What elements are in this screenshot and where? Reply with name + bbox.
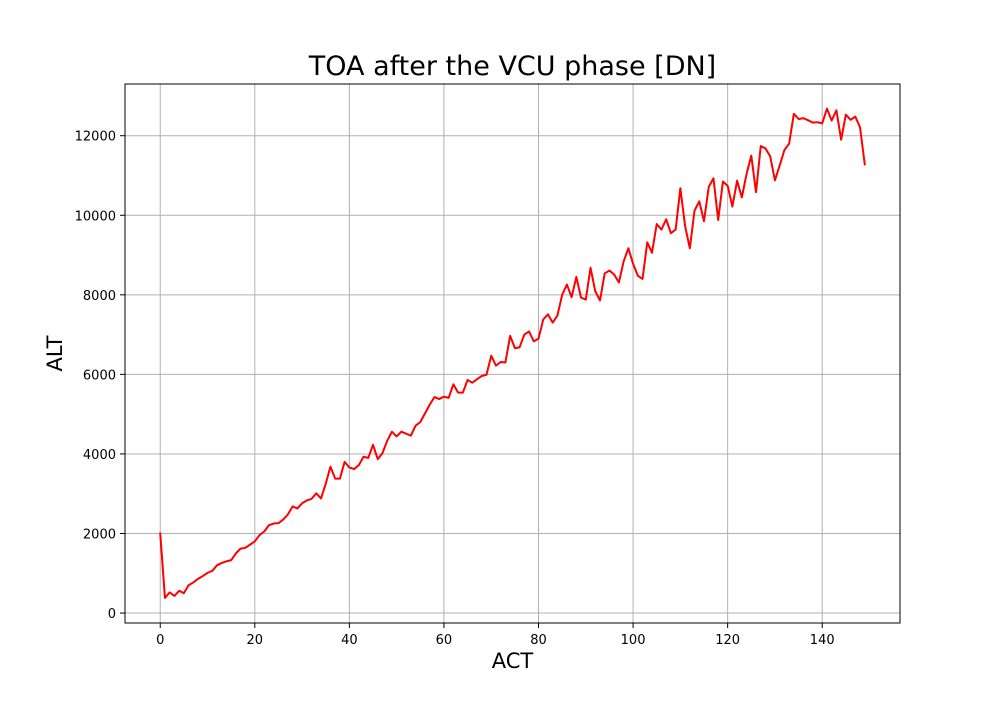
series-layer [159, 107, 866, 599]
x-tick-label: 60 [436, 633, 453, 648]
series-line-0 [159, 107, 866, 599]
tick-layer: 0 20 40 60 80 100 120 140 0 2000 4000 6000 8000 10000… [75, 130, 835, 648]
y-tick-label: 10000 [75, 209, 116, 224]
y-tick-label: 4000 [83, 448, 116, 463]
y-tick-label: 0 [108, 607, 116, 622]
y-axis-label: ALT [43, 335, 67, 371]
plot-frame [124, 83, 901, 624]
x-tick-label: 140 [810, 633, 835, 648]
x-axis-label: ACT [492, 649, 534, 673]
x-tick-label: 40 [341, 633, 358, 648]
x-tick-label: 80 [530, 633, 547, 648]
grid-layer [125, 84, 900, 623]
y-tick-label: 2000 [83, 527, 116, 542]
y-tick-label: 12000 [75, 130, 116, 145]
x-tick-label: 120 [715, 633, 740, 648]
x-tick-label: 0 [156, 633, 164, 648]
y-tick-label: 6000 [83, 368, 116, 383]
x-tick-label: 20 [247, 633, 264, 648]
y-tick-label: 8000 [83, 289, 116, 304]
chart-title: TOA after the VCU phase [DN] [308, 51, 716, 82]
x-tick-label: 100 [621, 633, 646, 648]
